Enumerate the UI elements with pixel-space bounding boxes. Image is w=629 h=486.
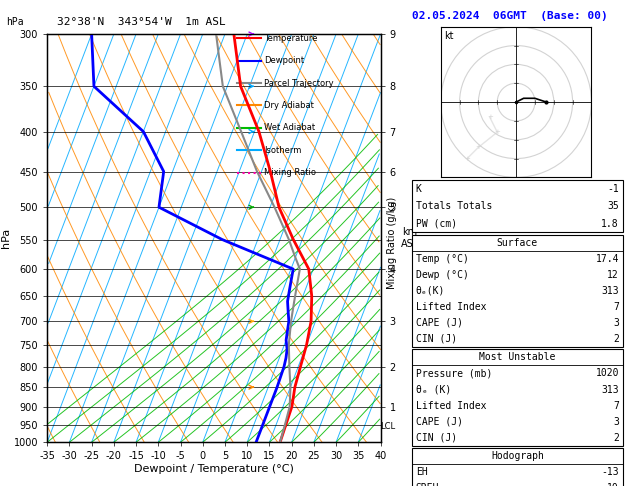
Text: SREH: SREH [416, 483, 439, 486]
Text: +: + [487, 114, 493, 120]
Text: 3: 3 [613, 417, 619, 427]
Text: 2: 2 [613, 433, 619, 443]
Text: 7: 7 [613, 400, 619, 411]
Text: Dewp (°C): Dewp (°C) [416, 270, 469, 280]
Text: Surface: Surface [497, 238, 538, 248]
Text: +: + [464, 156, 470, 161]
Text: CIN (J): CIN (J) [416, 334, 457, 344]
Text: 313: 313 [601, 286, 619, 296]
Text: +: + [494, 129, 500, 135]
Text: CAPE (J): CAPE (J) [416, 417, 463, 427]
Text: 35: 35 [607, 201, 619, 211]
Text: Pressure (mb): Pressure (mb) [416, 368, 492, 379]
Text: Wet Adiabat: Wet Adiabat [264, 123, 315, 132]
Y-axis label: hPa: hPa [1, 228, 11, 248]
Text: EH: EH [416, 467, 428, 477]
Text: θₑ(K): θₑ(K) [416, 286, 445, 296]
Text: 2: 2 [613, 334, 619, 344]
Text: -1: -1 [607, 184, 619, 193]
Text: Lifted Index: Lifted Index [416, 302, 486, 312]
Text: CAPE (J): CAPE (J) [416, 318, 463, 328]
Text: Hodograph: Hodograph [491, 451, 544, 461]
Text: 313: 313 [601, 384, 619, 395]
Text: +: + [476, 144, 481, 150]
Text: 1.8: 1.8 [601, 219, 619, 228]
Text: 3: 3 [613, 318, 619, 328]
Text: 17.4: 17.4 [596, 254, 619, 264]
Text: 7: 7 [613, 302, 619, 312]
Text: Most Unstable: Most Unstable [479, 352, 555, 363]
Text: Dry Adiabat: Dry Adiabat [264, 101, 314, 110]
Text: LCL: LCL [381, 422, 396, 431]
Text: © weatheronline.co.uk: © weatheronline.co.uk [464, 473, 568, 482]
Text: Isotherm: Isotherm [264, 146, 301, 155]
Text: -13: -13 [601, 467, 619, 477]
Text: kt: kt [444, 31, 454, 41]
Text: 02.05.2024  06GMT  (Base: 00): 02.05.2024 06GMT (Base: 00) [412, 11, 608, 21]
Text: 12: 12 [607, 270, 619, 280]
Text: K: K [416, 184, 421, 193]
Text: Parcel Trajectory: Parcel Trajectory [264, 79, 333, 87]
Text: Temperature: Temperature [264, 34, 318, 43]
Text: Totals Totals: Totals Totals [416, 201, 492, 211]
Text: 32°38'N  343°54'W  1m ASL: 32°38'N 343°54'W 1m ASL [57, 17, 225, 27]
X-axis label: Dewpoint / Temperature (°C): Dewpoint / Temperature (°C) [134, 464, 294, 474]
Text: 1020: 1020 [596, 368, 619, 379]
Text: Dewpoint: Dewpoint [264, 56, 304, 65]
Text: 10: 10 [607, 483, 619, 486]
Text: Mixing Ratio: Mixing Ratio [264, 168, 316, 177]
Text: PW (cm): PW (cm) [416, 219, 457, 228]
Text: Lifted Index: Lifted Index [416, 400, 486, 411]
Text: θₑ (K): θₑ (K) [416, 384, 451, 395]
Text: Mixing Ratio (g/kg): Mixing Ratio (g/kg) [387, 197, 397, 289]
Text: hPa: hPa [6, 17, 24, 27]
Text: CIN (J): CIN (J) [416, 433, 457, 443]
Text: Temp (°C): Temp (°C) [416, 254, 469, 264]
Y-axis label: km
ASL: km ASL [401, 227, 419, 249]
